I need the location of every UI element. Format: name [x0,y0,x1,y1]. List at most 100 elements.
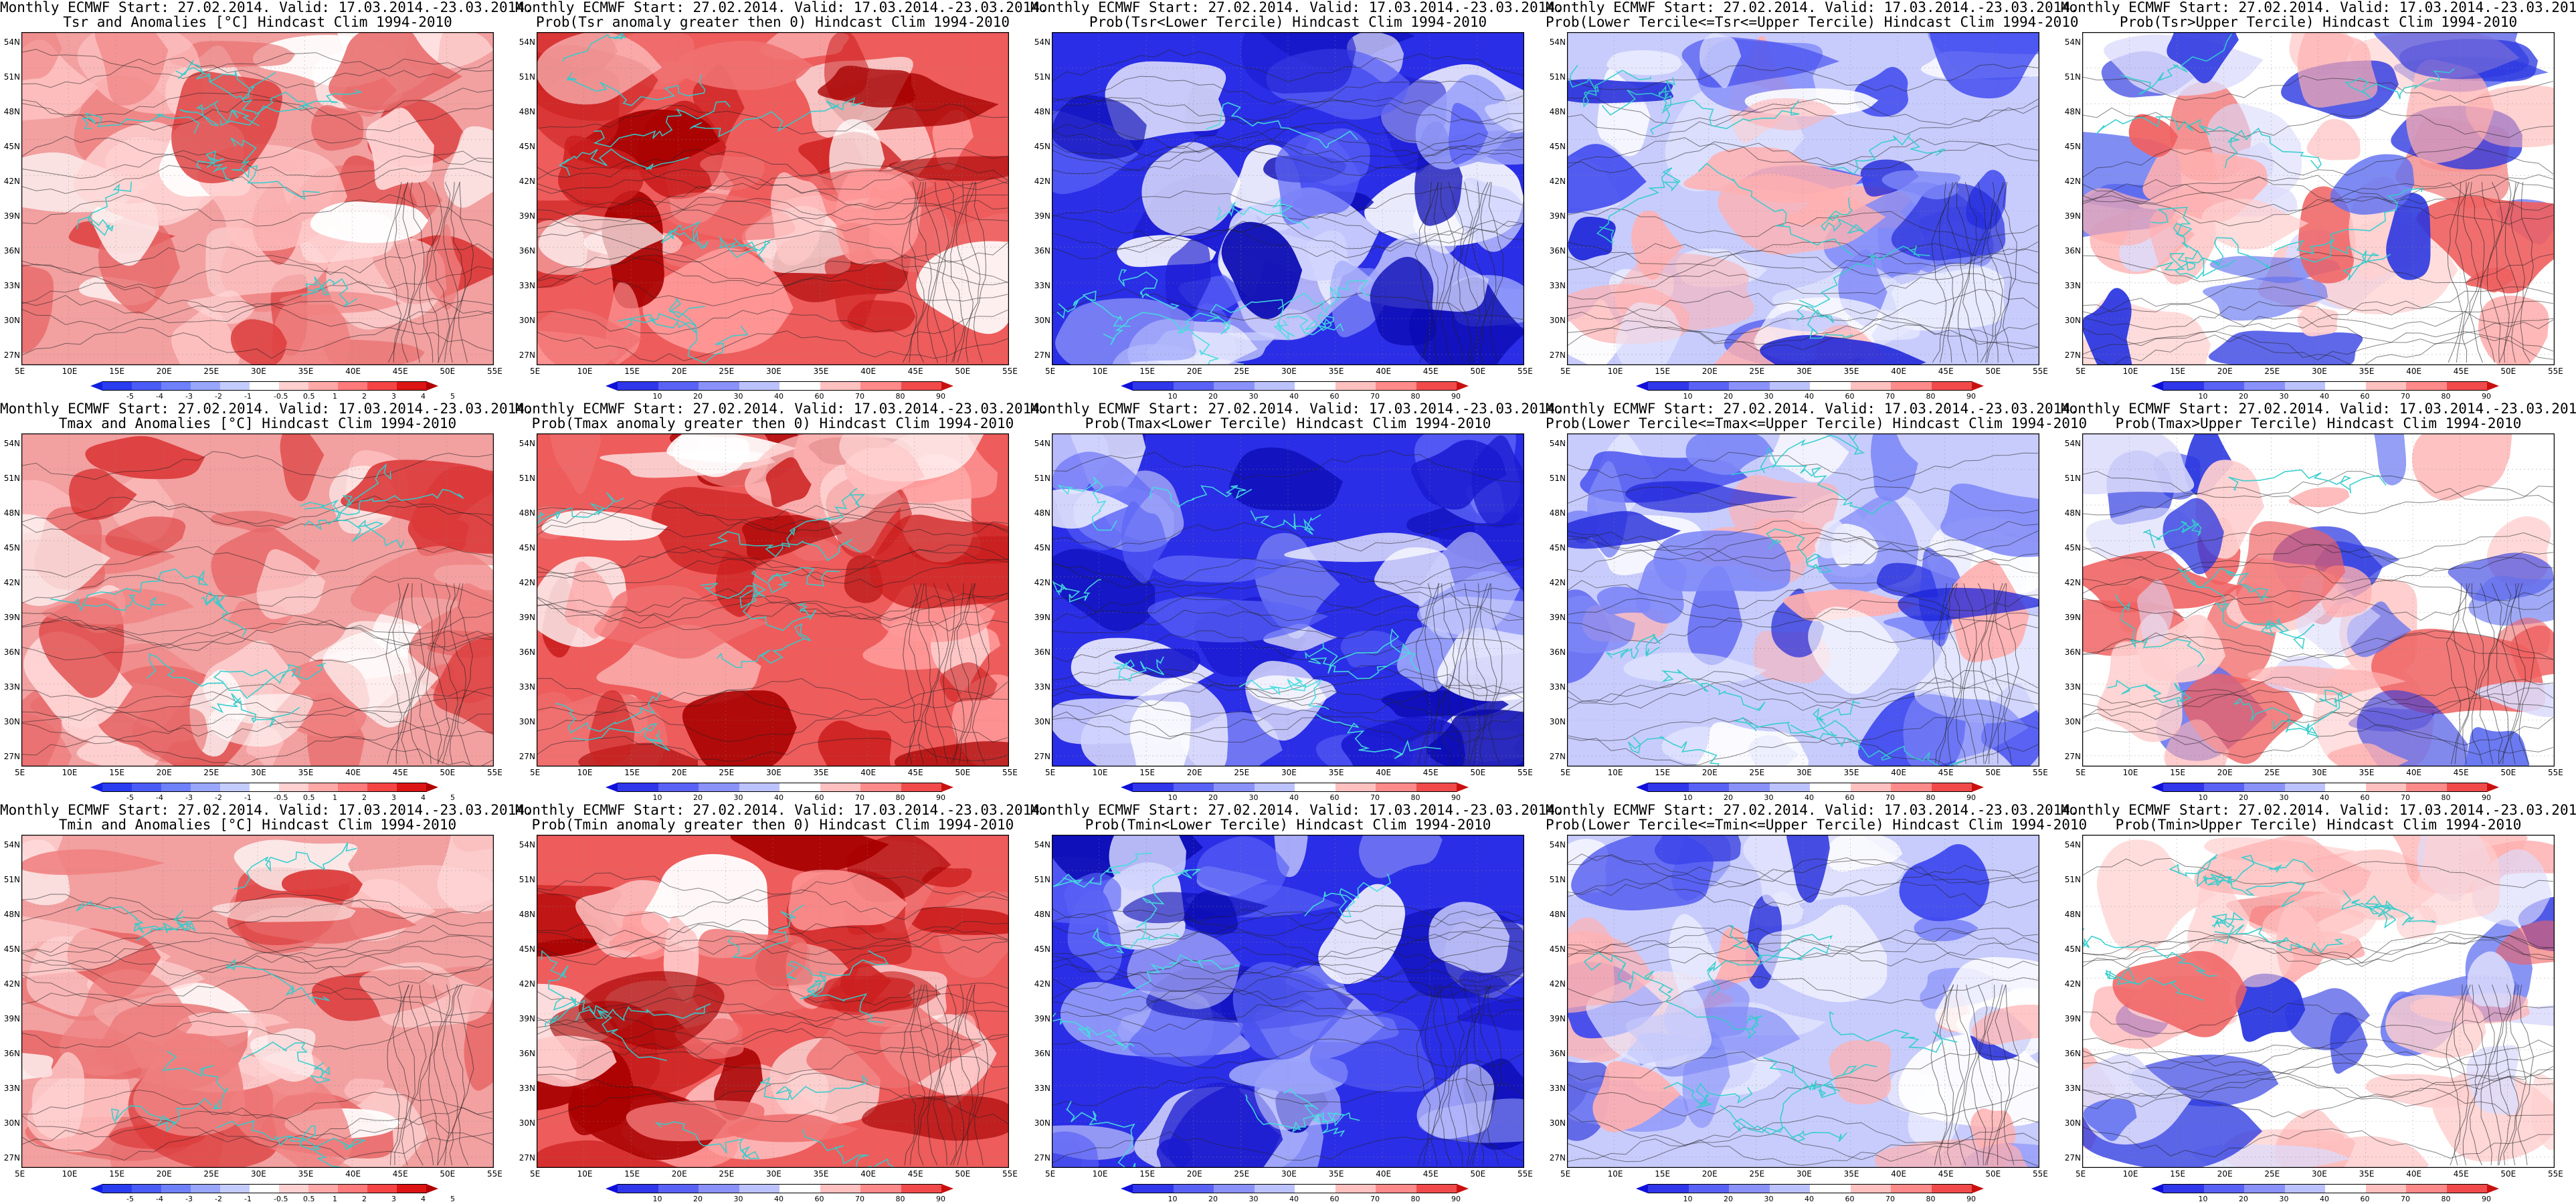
contour-line [1052,1038,1524,1069]
longitude-tick-label: 40E [860,768,877,777]
colorbar-tick-label: 30 [733,1195,743,1203]
colorbar-segment [779,783,820,792]
shaded-region [2406,60,2495,164]
colorbar-segment [397,1184,427,1193]
colorbar-tick-label: 80 [2441,1195,2451,1203]
latitude-tick-label: 30N [519,717,535,726]
colorbar-tick-label: 30 [2279,1195,2289,1203]
colorbar-tick-label: 4 [421,392,426,401]
longitude-tick-label: 55E [2033,768,2048,777]
colorbar [1636,1184,1984,1193]
longitude-tick-label: 25E [719,367,735,376]
contour-line [21,1107,493,1139]
shaded-region [1471,435,1524,528]
colorbar-tick-label: 3 [391,392,396,401]
colorbar-segment [1810,381,1851,391]
colorbar-segment [1636,1184,1648,1193]
panel-title: Monthly ECMWF Start: 27.02.2014. Valid: … [2061,0,2576,29]
shaded-region [1631,210,1684,280]
longitude-tick-label: 40E [345,1169,361,1179]
contour-line [2082,75,2554,104]
shaded-region [1699,33,1742,88]
coastline [2225,127,2322,170]
longitude-tick-label: 30E [1797,367,1812,376]
latitude-tick-label: 27N [519,1153,535,1163]
colorbar-segment [820,783,861,792]
colorbar-tick-label: 4 [421,1195,426,1203]
forecast-map [1567,835,2039,1168]
panel-title: Monthly ECMWF Start: 27.02.2014. Valid: … [515,803,1048,832]
shaded-region [256,548,326,619]
coastline [1286,312,1344,336]
shaded-region [1783,589,1917,621]
colorbar [1121,783,1469,792]
colorbar-tick-label: 10 [1168,392,1178,401]
longitude-tick-label: 40E [2406,768,2422,777]
coastline [1706,934,1833,996]
contour-line [21,49,493,79]
panel-title-line-2: Prob(Tmin<Lower Tercile) Hindcast Clim 1… [1085,817,1491,833]
panel-title-line-1: Monthly ECMWF Start: 27.02.2014. Valid: … [1030,0,1564,15]
latitude-tick-label: 36N [3,246,20,256]
latitude-tick-label: 33N [519,281,535,290]
shaded-region [2531,1073,2555,1150]
longitude-tick-label: 15E [624,367,640,376]
contour-line [1567,976,2039,1006]
colorbar-segment [1850,1184,1892,1193]
coastline [201,591,247,637]
shaded-region [1567,79,1674,104]
coastline [1698,163,1853,256]
latitude-tick-label: 30N [1034,1118,1050,1128]
shaded-region [818,66,916,108]
latitude-tick-label: 39N [3,211,20,221]
contour-line [537,559,1008,588]
coastline [562,32,626,62]
panel-title-line-1: Monthly ECMWF Start: 27.02.2014. Valid: … [1546,802,2079,818]
contour-line [1567,678,2039,711]
shaded-region [69,468,137,520]
contour-line [1567,207,2039,241]
colorbar-tick-label: 70 [1370,793,1380,802]
contour-line [1567,855,2039,888]
forecast-map [1052,433,1524,767]
shaded-region [1760,334,1926,365]
contour-line [21,630,493,663]
colorbar-tick-label: 70 [1885,1195,1895,1203]
forecast-map-panel: Monthly ECMWF Start: 27.02.2014. Valid: … [0,401,533,803]
contour-line [1052,989,1524,1019]
colorbar-segment [739,783,780,792]
latitude-tick-label: 48N [1034,508,1050,518]
coastline [304,499,405,549]
colorbar-segment [161,783,191,792]
latitude-tick-label: 45N [1034,142,1050,151]
shaded-region [1129,700,1191,767]
colorbar-segment [779,381,820,391]
shaded-region [806,997,982,1088]
colorbar-segment [1376,1184,1416,1193]
colorbar-segment [1121,381,1133,391]
colorbar-segment [1648,783,1689,792]
colorbar-tick-label: 1 [333,793,337,802]
shaded-region [1567,144,1647,213]
shaded-region [741,514,843,561]
longitude-tick-label: 25E [2264,1169,2280,1179]
contour-line [1567,270,2039,300]
shaded-region [1156,1138,1193,1168]
latitude-tick-label: 45N [2064,142,2081,151]
latitude-tick-label: 36N [519,1049,535,1058]
coastline [541,950,577,1011]
coastline [719,235,771,263]
latitude-tick-label: 42N [1549,578,1566,587]
contour-line [2082,1069,2554,1099]
shaded-region [2373,32,2529,80]
longitude-tick-label: 10E [1607,768,1623,777]
coastline [575,1003,711,1022]
colorbar-tick-label: 90 [936,1195,945,1203]
contour-line [537,678,1008,709]
latitude-tick-label: 54N [1549,840,1566,849]
longitude-tick-label: 40E [1376,768,1392,777]
latitude-tick-label: 36N [1549,647,1566,657]
longitude-tick-label: 20E [2217,768,2233,777]
longitude-tick-label: 40E [860,1169,877,1179]
shaded-region [537,308,642,365]
